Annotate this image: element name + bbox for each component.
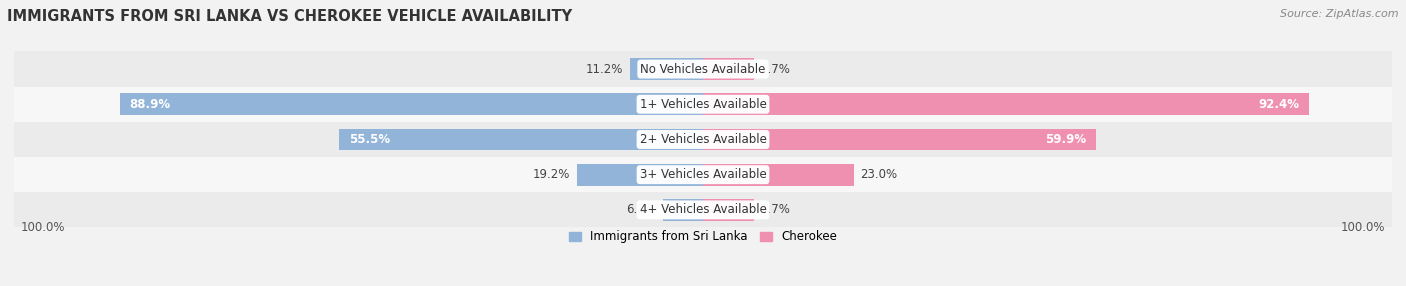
Text: 1+ Vehicles Available: 1+ Vehicles Available (640, 98, 766, 111)
Bar (664, 199, 703, 221)
Text: No Vehicles Available: No Vehicles Available (640, 63, 766, 76)
Text: 3+ Vehicles Available: 3+ Vehicles Available (640, 168, 766, 181)
Text: 2+ Vehicles Available: 2+ Vehicles Available (640, 133, 766, 146)
Bar (14, 192, 1392, 227)
Text: 7.7%: 7.7% (761, 63, 790, 76)
Text: 23.0%: 23.0% (860, 168, 897, 181)
Text: 7.7%: 7.7% (761, 203, 790, 217)
Bar (703, 58, 754, 80)
Bar (703, 164, 853, 186)
Text: 59.9%: 59.9% (1045, 133, 1087, 146)
Bar (120, 93, 703, 115)
Legend: Immigrants from Sri Lanka, Cherokee: Immigrants from Sri Lanka, Cherokee (569, 230, 837, 243)
Bar (703, 93, 1309, 115)
Text: 11.2%: 11.2% (585, 63, 623, 76)
Bar (339, 129, 703, 150)
Text: 92.4%: 92.4% (1258, 98, 1299, 111)
Text: 55.5%: 55.5% (349, 133, 389, 146)
Text: 88.9%: 88.9% (129, 98, 170, 111)
Bar (14, 122, 1392, 157)
Text: 6.1%: 6.1% (627, 203, 657, 217)
Bar (703, 199, 754, 221)
Bar (14, 51, 1392, 87)
Text: 4+ Vehicles Available: 4+ Vehicles Available (640, 203, 766, 217)
Bar (14, 87, 1392, 122)
Text: Source: ZipAtlas.com: Source: ZipAtlas.com (1281, 9, 1399, 19)
Text: IMMIGRANTS FROM SRI LANKA VS CHEROKEE VEHICLE AVAILABILITY: IMMIGRANTS FROM SRI LANKA VS CHEROKEE VE… (7, 9, 572, 23)
Bar (576, 164, 703, 186)
Bar (14, 157, 1392, 192)
Text: 100.0%: 100.0% (21, 221, 65, 234)
Bar (630, 58, 703, 80)
Text: 100.0%: 100.0% (1341, 221, 1385, 234)
Text: 19.2%: 19.2% (533, 168, 571, 181)
Bar (703, 129, 1097, 150)
